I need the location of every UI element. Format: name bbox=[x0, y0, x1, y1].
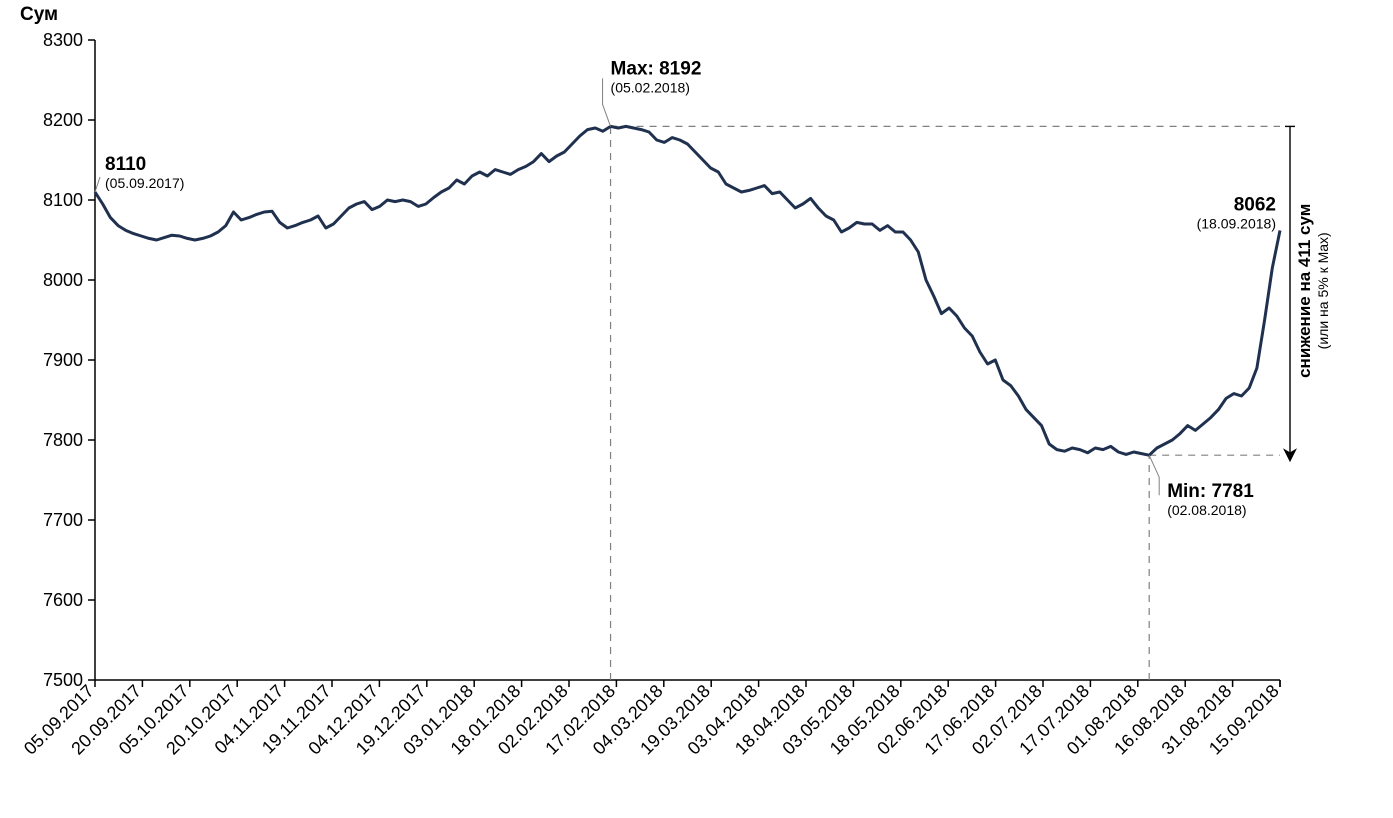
series-line bbox=[95, 126, 1280, 455]
end-callout-value: 8062 bbox=[1234, 194, 1276, 215]
start-callout-value: 8110 bbox=[105, 154, 146, 175]
min-callout-date: (02.08.2018) bbox=[1167, 502, 1246, 518]
y-tick-label: 8300 bbox=[43, 30, 83, 50]
delta-annotation-main: снижение на 411 сум bbox=[1295, 204, 1314, 378]
chart-container: 750076007700780079008000810082008300Сум0… bbox=[0, 0, 1393, 818]
line-chart-svg: 750076007700780079008000810082008300Сум0… bbox=[0, 0, 1393, 818]
start-callout-date: (05.09.2017) bbox=[105, 175, 184, 191]
y-tick-label: 8200 bbox=[43, 110, 83, 130]
end-callout-date: (18.09.2018) bbox=[1197, 215, 1276, 231]
min-callout-leader bbox=[1149, 455, 1159, 495]
max-callout-value: Max: 8192 bbox=[611, 58, 702, 79]
max-callout-date: (05.02.2018) bbox=[611, 79, 690, 95]
y-tick-label: 8100 bbox=[43, 190, 83, 210]
min-callout-value: Min: 7781 bbox=[1167, 481, 1254, 502]
y-tick-label: 7900 bbox=[43, 350, 83, 370]
delta-annotation-sub: (или на 5% к Max) bbox=[1315, 232, 1331, 349]
y-tick-label: 7700 bbox=[43, 510, 83, 530]
y-tick-label: 8000 bbox=[43, 270, 83, 290]
y-tick-label: 7800 bbox=[43, 430, 83, 450]
y-axis-title: Сум bbox=[20, 4, 58, 25]
max-callout-leader bbox=[603, 78, 611, 126]
y-tick-label: 7600 bbox=[43, 590, 83, 610]
